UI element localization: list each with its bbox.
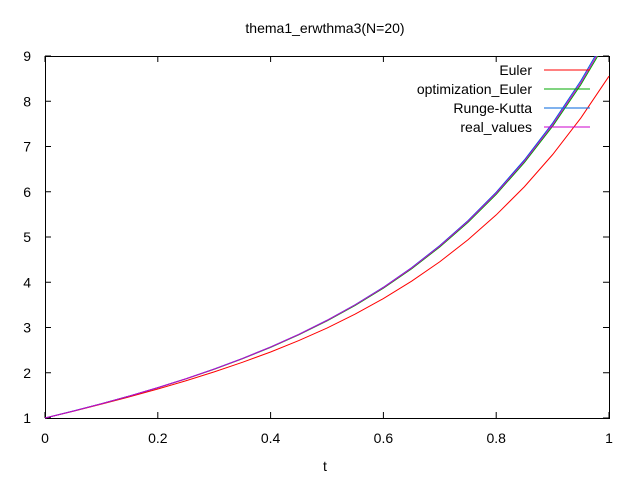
x-tick-label: 0.4 (261, 430, 281, 446)
y-tick-label: 3 (23, 320, 31, 336)
y-axis: 1 2 3 4 5 6 7 8 9 (23, 48, 609, 426)
legend-label: optimization_Euler (417, 81, 533, 97)
x-tick-label: 0.2 (148, 430, 168, 446)
legend: Euler optimization_Euler Runge-Kutta real_v… (417, 62, 590, 135)
y-tick-label: 2 (23, 365, 31, 381)
x-axis-label: t (323, 458, 327, 474)
y-tick-label: 5 (23, 229, 31, 245)
y-tick-label: 4 (23, 274, 31, 290)
y-tick-label: 9 (23, 48, 31, 64)
series-lines (45, 56, 610, 419)
x-tick-label: 0.8 (486, 430, 506, 446)
legend-label: Runge-Kutta (453, 100, 532, 116)
chart-title: thema1_erwthma3(N=20) (245, 20, 404, 36)
y-tick-label: 7 (23, 139, 31, 155)
x-tick-label: 0.6 (374, 430, 394, 446)
y-tick-label: 6 (23, 184, 31, 200)
x-axis: 0 0.2 0.4 0.6 0.8 1 (41, 56, 613, 446)
y-tick-label: 1 (23, 410, 31, 426)
series-line-real-values (45, 56, 598, 419)
legend-label: real_values (460, 119, 532, 135)
legend-label: Euler (499, 62, 532, 78)
y-tick-label: 8 (23, 93, 31, 109)
x-tick-label: 0 (41, 430, 49, 446)
series-line-euler (45, 75, 610, 419)
x-tick-label: 1 (605, 430, 613, 446)
